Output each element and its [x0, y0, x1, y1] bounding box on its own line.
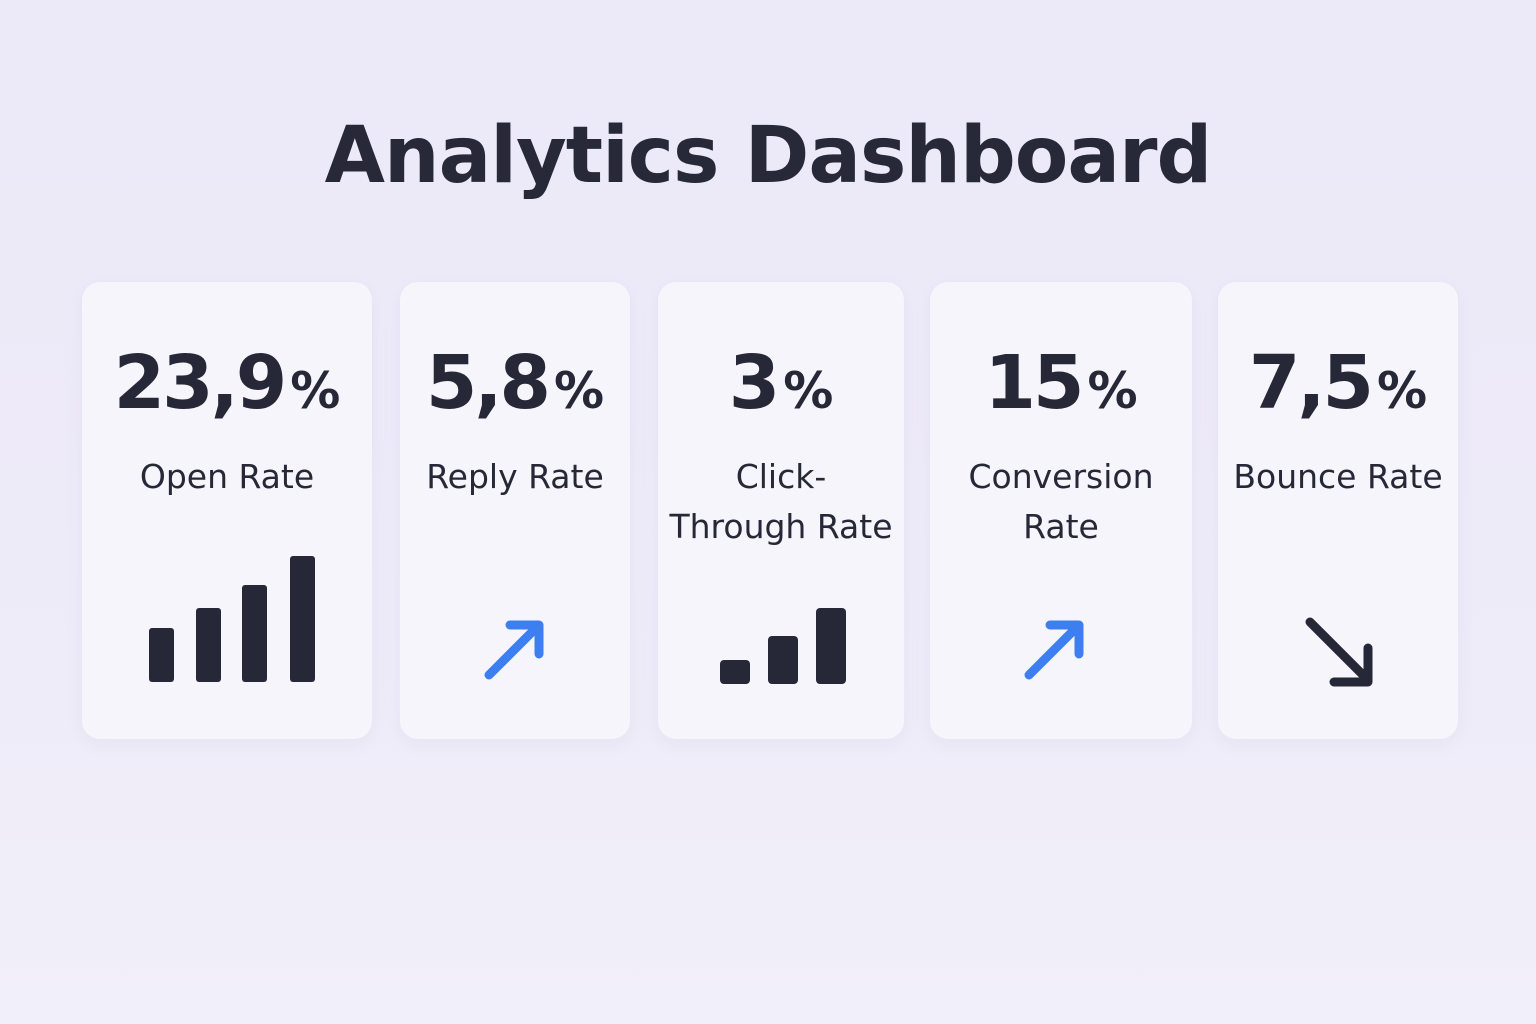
- metric-value: 5,8%: [400, 340, 630, 426]
- bar-2: [196, 608, 221, 682]
- metric-label: Open Rate: [139, 457, 315, 496]
- metric-number: 23,9: [113, 340, 288, 426]
- bar-3: [816, 608, 846, 684]
- bar-1: [720, 660, 750, 684]
- arrow-up-right-icon: [1024, 620, 1084, 680]
- bar-chart-icon: [149, 556, 315, 682]
- metric-card-bounce-rate[interactable]: 7,5% Bounce Rate: [1218, 282, 1458, 739]
- bar-2: [768, 636, 798, 684]
- metric-unit: %: [290, 362, 341, 420]
- metric-unit: %: [553, 362, 605, 420]
- arrow-down-right-icon: [1305, 617, 1373, 687]
- metric-card-conversion-rate[interactable]: 15% Conversion Rate: [930, 282, 1192, 739]
- page-title: Analytics Dashboard: [324, 111, 1213, 201]
- metric-number: 15: [984, 340, 1084, 426]
- metric-card-click-through-rate[interactable]: 3% Click- Through Rate: [658, 282, 904, 739]
- metric-label: Conversion Rate: [968, 457, 1154, 546]
- bar-3: [242, 585, 267, 682]
- metric-number: 7,5: [1248, 340, 1374, 426]
- bar-4: [290, 556, 315, 682]
- metric-label: Bounce Rate: [1233, 457, 1443, 496]
- metric-value: 3%: [658, 340, 904, 426]
- metric-value: 7,5%: [1218, 340, 1458, 426]
- metric-value: 23,9%: [82, 340, 372, 426]
- metric-unit: %: [783, 362, 834, 420]
- metric-unit: %: [1087, 362, 1138, 420]
- metric-label: Click- Through Rate: [669, 457, 893, 546]
- metric-value: 15%: [930, 340, 1192, 426]
- metric-card-reply-rate[interactable]: 5,8% Reply Rate: [400, 282, 630, 739]
- metric-card-open-rate[interactable]: 23,9% Open Rate: [82, 282, 372, 739]
- metric-number: 3: [728, 340, 780, 426]
- metric-number: 5,8: [425, 340, 551, 426]
- arrow-up-right-icon: [484, 620, 544, 680]
- bar-1: [149, 628, 174, 682]
- bar-chart-icon: [720, 608, 846, 684]
- metric-unit: %: [1376, 362, 1428, 420]
- metric-label: Reply Rate: [426, 457, 604, 496]
